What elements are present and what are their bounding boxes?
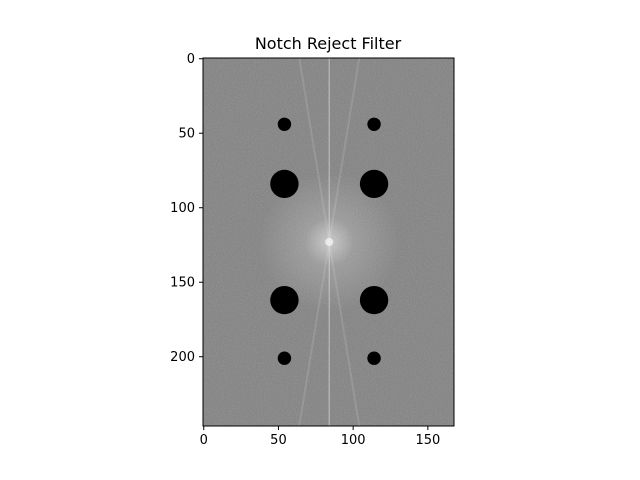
y-axis: 0 50 100 150 200	[170, 52, 203, 365]
notch-mark	[367, 117, 381, 132]
y-tick-label: 200	[170, 350, 195, 365]
y-tick-label: 0	[187, 52, 195, 67]
x-tick-label: 100	[341, 433, 366, 448]
notch-mark	[277, 117, 292, 132]
plot-frame	[202, 57, 455, 427]
x-tick-label: 0	[200, 433, 208, 448]
notch-mark	[277, 351, 292, 365]
y-tick-label: 50	[178, 127, 195, 142]
spectrum-dc-peak	[325, 238, 334, 246]
notch-mark	[270, 285, 299, 315]
x-axis: 0 50 100 150	[200, 426, 440, 448]
notch-mark	[367, 351, 381, 365]
y-tick-label: 100	[170, 201, 195, 216]
plot-area	[203, 58, 454, 426]
notch-mark	[270, 169, 299, 199]
x-tick-label: 50	[270, 433, 287, 448]
x-tick-label: 150	[415, 433, 440, 448]
chart-title: Notch Reject Filter	[255, 34, 402, 53]
y-tick-label: 150	[170, 276, 195, 291]
notch-mark	[359, 285, 389, 315]
notch-mark	[359, 169, 389, 199]
